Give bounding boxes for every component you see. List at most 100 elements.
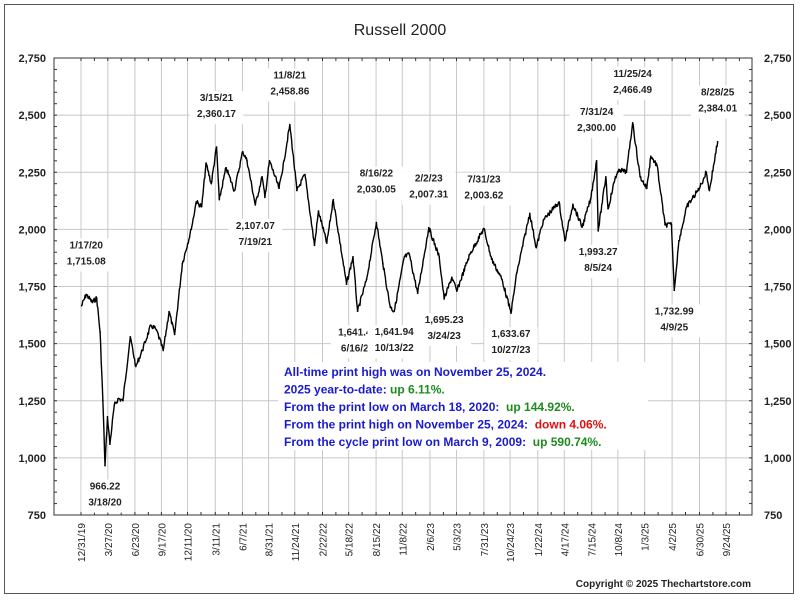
- data-point: [296, 189, 298, 192]
- annotation-line-1: 11/25/24: [613, 69, 652, 80]
- data-point: [106, 415, 109, 418]
- x-tick-label: 2/6/23: [426, 523, 437, 551]
- annotation-background: [189, 91, 244, 125]
- info-box-background: [278, 362, 648, 450]
- data-point: [122, 399, 124, 402]
- annotation: 8/28/25 2,384.01: [690, 85, 745, 119]
- data-point: [205, 162, 207, 164]
- axes: 750 750 1,000 1,000 1,250 1,250 1,500 1,500 1,75…: [18, 53, 791, 562]
- data-point: [215, 146, 218, 148]
- annotation-line-2: 6/16/22: [341, 343, 375, 354]
- annotation-line-2: 4/9/25: [660, 322, 688, 333]
- y-tick-label-left: 2,500: [18, 110, 46, 122]
- y-tick-label-left: 750: [28, 510, 46, 522]
- annotation: 1,695.23 3/24/23: [417, 313, 471, 347]
- data-point: [326, 242, 328, 244]
- y-tick-label-left: 1,750: [18, 282, 46, 294]
- series-line-russell-2000: [80, 122, 719, 467]
- x-tick-label: 4/2/25: [668, 523, 679, 551]
- y-tick-label-right: 1,500: [764, 339, 792, 351]
- data-point: [443, 298, 445, 300]
- chart-title: Russell 2000: [354, 22, 447, 39]
- annotation-line-2: 8/5/24: [584, 263, 612, 274]
- data-point: [304, 173, 306, 176]
- info-segment: up 590.74%.: [533, 435, 602, 449]
- data-point: [535, 246, 538, 249]
- data-point: [597, 230, 599, 232]
- x-tick-label: 6/7/21: [238, 523, 249, 551]
- x-tick-label: 12/11/20: [184, 523, 195, 562]
- data-point: [656, 164, 658, 167]
- data-point: [356, 310, 359, 313]
- data-point: [698, 187, 701, 190]
- annotation-line-1: 8/28/25: [701, 88, 735, 99]
- info-segment: up 6.11%.: [390, 383, 445, 397]
- data-point: [254, 204, 257, 206]
- annotation-line-2: 2,458.86: [270, 87, 309, 98]
- info-segment: From the cycle print low on March 9, 200…: [284, 435, 533, 449]
- annotation: 11/8/21 2,458.86: [263, 68, 317, 102]
- data-point: [558, 201, 560, 203]
- data-point: [595, 160, 598, 162]
- data-point: [483, 227, 485, 230]
- annotation: 2,107.07 7/19/21: [228, 218, 283, 252]
- data-point: [190, 228, 193, 231]
- annotation-background: [571, 244, 625, 278]
- y-tick-label-left: 1,250: [18, 396, 46, 408]
- data-point: [670, 224, 673, 226]
- y-tick-label-left: 1,000: [18, 453, 46, 465]
- data-point: [141, 349, 144, 352]
- y-tick-label-right: 1,250: [764, 396, 792, 408]
- data-point: [162, 349, 165, 352]
- data-point: [241, 150, 244, 153]
- annotation: 8/16/22 2,030.05: [349, 166, 404, 200]
- data-point: [490, 258, 493, 260]
- info-line: From the print high on November 25, 2024…: [284, 418, 607, 432]
- annotation: 966.22 3/18/20: [81, 479, 129, 513]
- data-point: [510, 312, 512, 314]
- annotation: 1,732.99 4/9/25: [647, 304, 702, 338]
- annotation-line-1: 7/31/24: [580, 107, 614, 118]
- data-point: [181, 262, 184, 265]
- annotation-line-1: 1,695.23: [425, 315, 464, 326]
- data-point: [135, 365, 137, 368]
- data-point: [542, 219, 545, 222]
- data-point: [416, 292, 419, 295]
- info-line: All-time print high was on November 25, …: [284, 365, 546, 379]
- grid: [54, 58, 752, 515]
- x-tick-label: 9/17/20: [157, 523, 168, 557]
- data-point: [403, 255, 406, 258]
- annotation-line-2: 2,300.00: [577, 123, 616, 134]
- annotation-background: [605, 66, 660, 100]
- data-point: [195, 201, 198, 203]
- info-segment: up 144.92%.: [506, 400, 575, 414]
- annotation-line-1: 1,641.47: [338, 327, 377, 338]
- info-line: From the cycle print low on March 9, 200…: [284, 435, 601, 449]
- annotation-line-1: 2/2/23: [415, 174, 443, 185]
- data-point: [716, 140, 719, 143]
- x-tick-label: 3/27/20: [104, 523, 115, 557]
- data-point: [99, 331, 101, 334]
- annotation-line-2: 2,007.31: [409, 190, 448, 201]
- y-tick-label-right: 1,750: [764, 282, 792, 294]
- x-tick-label: 12/31/19: [77, 523, 88, 562]
- y-tick-label-right: 1,000: [764, 453, 792, 465]
- x-tick-label: 8/15/22: [372, 523, 383, 557]
- x-tick-label: 7/15/24: [588, 523, 599, 557]
- annotation: 3/15/21 2,360.17: [189, 91, 244, 125]
- x-tick-label: 11/8/22: [398, 523, 409, 556]
- data-point: [581, 226, 583, 228]
- annotation-line-2: 3/24/23: [427, 331, 461, 342]
- data-point: [264, 196, 266, 199]
- annotation-line-1: 7/31/23: [467, 175, 501, 186]
- data-point: [283, 160, 285, 162]
- data-point: [218, 198, 221, 201]
- data-point: [650, 155, 652, 158]
- data-point: [393, 310, 396, 312]
- data-point: [631, 121, 634, 124]
- data-point: [528, 212, 531, 215]
- annotation: 1,641.94 10/13/22: [367, 325, 422, 359]
- annotation-background: [690, 85, 745, 119]
- annotation-line-2: 2,003.62: [464, 191, 503, 202]
